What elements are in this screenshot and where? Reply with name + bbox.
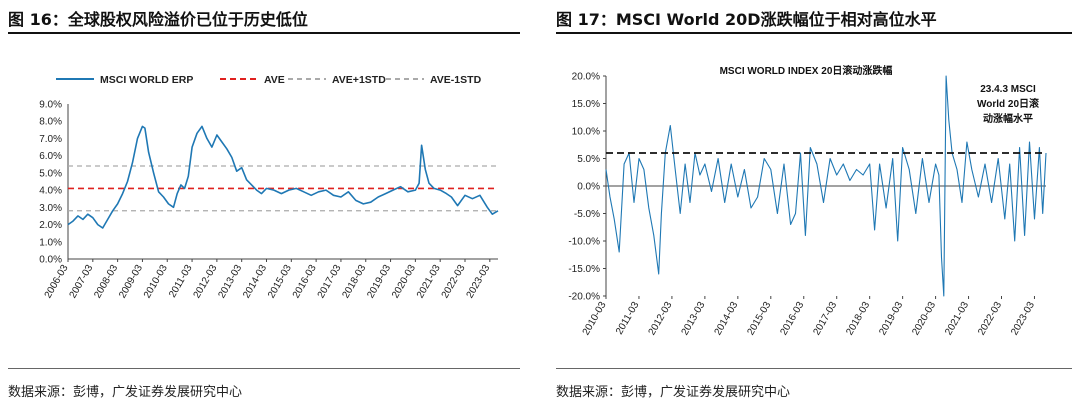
y-tick-label: 1.0% bbox=[39, 237, 62, 248]
y-tick-label: 2.0% bbox=[39, 220, 62, 231]
x-tick-label: 2017-03 bbox=[811, 300, 839, 338]
figure-16-source: 数据来源：彭博，广发证券发展研究中心 bbox=[8, 385, 243, 400]
figure-16-title: 图 16：全球股权风险溢价已位于历史低位 bbox=[8, 10, 308, 29]
y-tick-label: 10.0% bbox=[572, 127, 600, 138]
y-tick-label: 3.0% bbox=[39, 203, 62, 214]
y-tick-label: 15.0% bbox=[572, 99, 600, 110]
erp-chart: MSCI WORLD ERP AVE AVE+1STD AVE-1STD 0.0% 1.0… bbox=[39, 74, 499, 301]
legend-label-1: AVE bbox=[264, 74, 285, 86]
y-tick-label: -15.0% bbox=[568, 264, 600, 275]
x-tick-label: 2014-03 bbox=[713, 300, 741, 338]
x-tick-label: 2023-03 bbox=[465, 263, 493, 301]
legend-label-3: AVE-1STD bbox=[430, 74, 482, 86]
y-tick-label: -10.0% bbox=[568, 237, 600, 248]
x-tick-label: 2016-03 bbox=[778, 300, 806, 338]
x-tick-label: 2010-03 bbox=[581, 300, 609, 338]
figure-17-source: 数据来源：彭博，广发证券发展研究中心 bbox=[556, 385, 791, 400]
figure-17-title: 图 17：MSCI World 20D涨跌幅位于相对高位水平 bbox=[556, 10, 937, 29]
legend-label-0: MSCI WORLD ERP bbox=[100, 74, 193, 86]
figure-17-bottom-rule bbox=[556, 368, 1072, 369]
legend-label-2: AVE+1STD bbox=[332, 74, 386, 86]
y-tick-label: 4.0% bbox=[39, 186, 62, 197]
y-tick-label: 6.0% bbox=[39, 151, 62, 162]
annotation-line: 动涨幅水平 bbox=[983, 112, 1033, 125]
x-tick-label: 2019-03 bbox=[877, 300, 905, 338]
x-tick-label: 2018-03 bbox=[844, 300, 872, 338]
x-tick-label: 2011-03 bbox=[614, 300, 642, 337]
y-tick-label: 20.0% bbox=[572, 72, 600, 83]
figure-16-top-rule bbox=[8, 32, 520, 34]
y-tick-label: 8.0% bbox=[39, 117, 62, 128]
annotation-line: 23.4.3 MSCI bbox=[980, 84, 1036, 95]
erp-series-line bbox=[67, 125, 499, 229]
msci-20d-series-line bbox=[605, 75, 1047, 297]
y-tick-label: 5.0% bbox=[39, 168, 62, 179]
x-tick-label: 2023-03 bbox=[1009, 300, 1037, 338]
y-tick-label: 0.0% bbox=[577, 182, 600, 193]
x-tick-label: 2022-03 bbox=[976, 300, 1004, 338]
y-tick-label: 5.0% bbox=[577, 154, 600, 165]
y-tick-label: 7.0% bbox=[39, 134, 62, 145]
y-tick-label: 0.0% bbox=[39, 255, 62, 266]
x-tick-label: 2011-03 bbox=[167, 263, 195, 300]
msci-20d-chart: -20.0% -15.0% -10.0% -5.0% 0.0% 5.0% 10.0% 15.0… bbox=[568, 64, 1047, 338]
y-tick-label: -5.0% bbox=[574, 209, 600, 220]
figure-17-top-rule bbox=[556, 32, 1072, 34]
figure-16-bottom-rule bbox=[8, 368, 520, 369]
x-tick-label: 2013-03 bbox=[680, 300, 708, 338]
x-tick-label: 2020-03 bbox=[910, 300, 938, 338]
x-tick-label: 2010-03 bbox=[142, 263, 170, 301]
x-tick-label: 2021-03 bbox=[943, 300, 971, 338]
y-tick-label: -20.0% bbox=[568, 292, 600, 303]
annotation-line: World 20日滚 bbox=[977, 97, 1040, 110]
x-tick-label: 2012-03 bbox=[647, 300, 675, 338]
chart-title: MSCI WORLD INDEX 20日滚动涨跌幅 bbox=[720, 64, 893, 77]
x-tick-label: 2015-03 bbox=[746, 300, 774, 338]
y-tick-label: 9.0% bbox=[39, 100, 62, 111]
